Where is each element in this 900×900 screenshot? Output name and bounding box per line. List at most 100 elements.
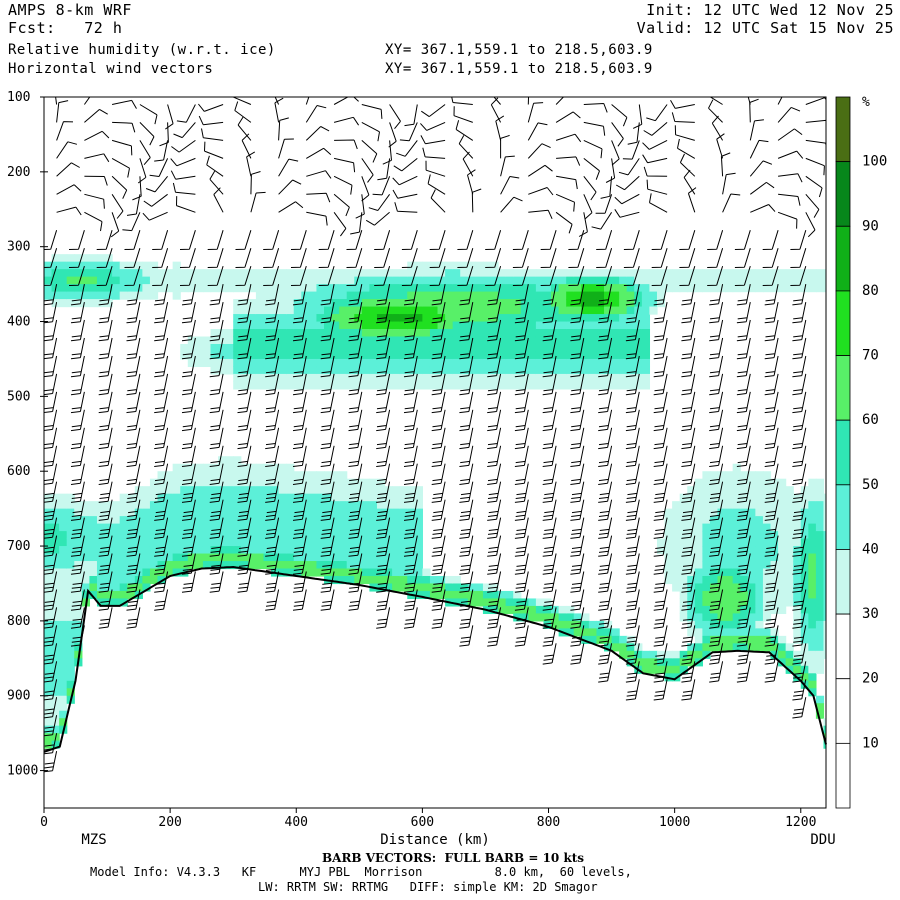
- wind-barb: [154, 553, 169, 575]
- wind-barb: [459, 481, 474, 503]
- wind-barb: [653, 445, 668, 467]
- rh-cell: [800, 575, 809, 585]
- rh-cell: [747, 538, 756, 547]
- rh-cell: [611, 291, 620, 300]
- rh-cell: [445, 381, 454, 390]
- rh-cell: [467, 306, 476, 315]
- rh-cell: [770, 538, 779, 547]
- rh-cell: [732, 269, 741, 278]
- wind-barb: [625, 679, 640, 701]
- rh-cell: [308, 486, 318, 495]
- rh-cell: [180, 501, 189, 510]
- wind-barb: [598, 409, 613, 432]
- rh-cell: [278, 276, 287, 285]
- rh-cell: [66, 553, 75, 562]
- rh-cell: [59, 299, 68, 308]
- rh-cell: [324, 531, 333, 540]
- rh-cell: [369, 523, 378, 532]
- rh-cell: [233, 493, 242, 502]
- rh-cell: [445, 314, 454, 323]
- rh-cell: [785, 508, 794, 517]
- wind-barb: [736, 643, 751, 665]
- rh-cell: [596, 620, 605, 629]
- wind-barb: [206, 155, 224, 177]
- rh-cell: [354, 321, 363, 330]
- rh-cell: [324, 553, 333, 562]
- rh-cell: [142, 501, 151, 510]
- wind-barb: [709, 373, 724, 396]
- rh-cell: [619, 336, 628, 345]
- rh-cell: [687, 501, 696, 510]
- wind-barb: [459, 517, 474, 539]
- rh-cell: [513, 306, 522, 315]
- rh-cell: [308, 351, 318, 360]
- wind-barb: [681, 535, 696, 557]
- rh-cell: [414, 583, 423, 592]
- rh-cell: [392, 329, 401, 338]
- rh-cell: [717, 546, 726, 555]
- wind-barb: [623, 248, 640, 268]
- colorbar-tick-label: 60: [862, 412, 879, 428]
- rh-cell: [195, 336, 204, 345]
- rh-cell: [392, 493, 401, 502]
- rh-cell: [611, 366, 620, 375]
- wind-barb: [457, 248, 474, 268]
- rh-cell: [543, 284, 552, 293]
- rh-cell: [59, 718, 68, 727]
- rh-cell: [376, 523, 386, 532]
- wind-barb: [429, 230, 446, 250]
- rh-cell: [331, 493, 340, 502]
- rh-cell: [218, 471, 227, 480]
- rh-cell: [316, 508, 325, 517]
- wind-barb: [736, 302, 751, 324]
- rh-cell: [755, 269, 764, 278]
- rh-cell: [376, 276, 386, 285]
- rh-cell: [823, 575, 826, 585]
- rh-cell: [573, 276, 582, 285]
- wind-barb: [292, 319, 307, 342]
- wind-barb: [762, 230, 779, 250]
- rh-cell: [815, 605, 825, 615]
- rh-cell: [51, 725, 60, 734]
- rh-cell: [195, 284, 204, 293]
- rh-cell: [490, 373, 499, 382]
- rh-cell: [815, 523, 825, 532]
- wind-barb: [292, 337, 307, 360]
- rh-cell: [732, 546, 741, 555]
- rh-cell: [626, 321, 635, 330]
- wind-barb: [306, 170, 332, 179]
- rh-cell: [157, 501, 166, 510]
- wind-barb: [355, 194, 365, 219]
- rh-cell: [324, 329, 333, 338]
- wind-barb: [376, 517, 391, 539]
- rh-cell: [301, 306, 310, 315]
- rh-cell: [218, 486, 227, 495]
- rh-cell: [452, 598, 461, 607]
- rh-cell: [566, 351, 575, 360]
- rh-cell: [619, 299, 628, 308]
- rh-cell: [551, 343, 560, 353]
- rh-cell: [119, 284, 128, 293]
- wind-barb: [750, 181, 775, 195]
- rh-cell: [308, 321, 318, 330]
- wind-barb: [598, 284, 613, 306]
- wind-barb: [570, 607, 585, 629]
- wind-barb: [250, 171, 261, 195]
- wind-barb: [44, 373, 58, 396]
- rh-cell: [376, 501, 386, 510]
- rh-cell: [535, 299, 545, 308]
- wind-barb: [487, 553, 502, 575]
- wind-barb: [399, 122, 418, 142]
- rh-cell: [800, 508, 809, 517]
- rh-cell: [376, 575, 386, 585]
- rh-cell: [452, 366, 461, 375]
- rh-cell: [808, 546, 817, 555]
- rh-cell: [172, 553, 181, 562]
- rh-cell: [407, 538, 416, 547]
- rh-cell: [664, 516, 673, 525]
- rh-cell: [725, 478, 734, 487]
- wind-barb: [126, 535, 141, 557]
- rh-cell: [202, 284, 212, 293]
- rh-cell: [51, 531, 60, 540]
- rh-cell: [588, 314, 598, 323]
